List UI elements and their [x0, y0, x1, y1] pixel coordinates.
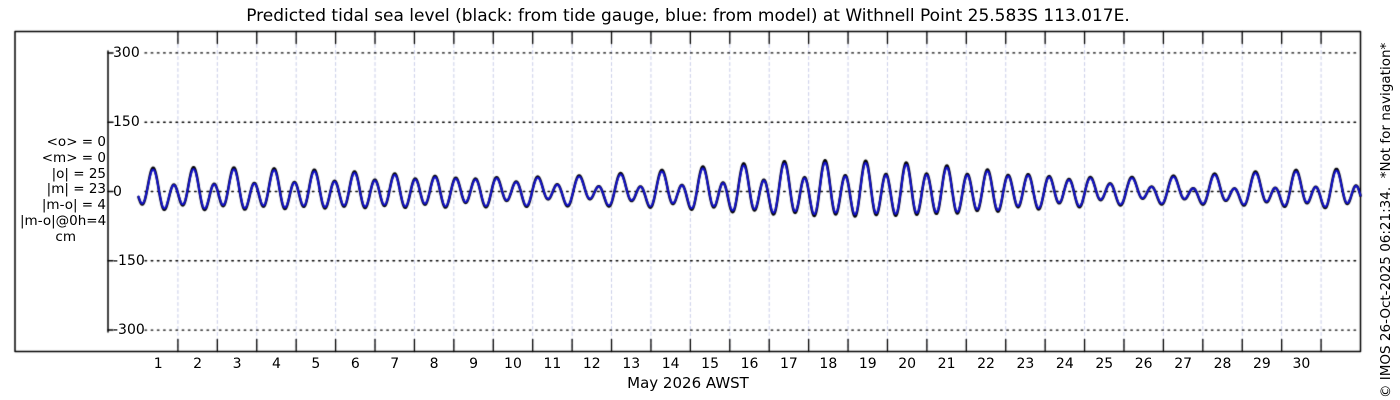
y-tick-label: 150: [113, 114, 140, 131]
x-tick-label: 2: [193, 356, 203, 372]
x-tick-label: 12: [582, 356, 601, 372]
x-tick-label: 25: [1095, 356, 1114, 372]
x-tick-label: 14: [661, 356, 680, 372]
x-tick-label: 21: [937, 356, 956, 372]
y-tick-label: -300: [113, 322, 145, 339]
x-tick-label: 29: [1253, 356, 1271, 372]
stat-line: |m-o|@0h=4: [20, 212, 107, 229]
x-tick-label: 3: [232, 356, 242, 372]
x-tick-label: 6: [350, 356, 360, 372]
x-tick-label: 10: [504, 356, 522, 372]
x-tick-label: 27: [1174, 356, 1193, 372]
x-tick-label: 20: [898, 356, 917, 372]
stats-block: <o> = 0 <m> = 0 |o| = 25 |m| = 23 |m-o| = 4 |…: [20, 134, 107, 246]
stats-unit: cm: [55, 228, 76, 245]
x-tick-label: 18: [819, 356, 838, 372]
x-tick-label: 28: [1213, 356, 1232, 372]
x-tick-label: 22: [977, 356, 995, 372]
x-tick-label: 7: [390, 356, 400, 372]
stat-line: |m-o| = 4: [41, 197, 106, 214]
x-tick-label: 17: [779, 356, 798, 372]
plot-frame: [15, 31, 1361, 352]
stat-line: <m> = 0: [41, 149, 106, 166]
x-tick-label: 16: [740, 356, 759, 372]
chart-title: Predicted tidal sea level (black: from t…: [246, 6, 1130, 26]
y-tick-label: -150: [113, 252, 145, 269]
x-tick-label: 4: [271, 356, 281, 372]
x-tick-label: 30: [1292, 356, 1311, 372]
x-tick-label: 5: [311, 356, 321, 372]
x-tick-label: 8: [429, 356, 439, 372]
stat-line: |o| = 25: [51, 165, 106, 182]
x-tick-label: 24: [1055, 356, 1074, 372]
x-tick-label: 1: [153, 356, 163, 372]
y-tick-label: 0: [113, 183, 122, 200]
y-tick-label: 300: [113, 44, 140, 61]
x-axis-title: May 2026 AWST: [627, 374, 749, 392]
x-tick-label: 26: [1134, 356, 1153, 372]
x-tick-label: 23: [1016, 356, 1035, 372]
x-tick-label: 9: [469, 356, 479, 372]
x-tick-label: 13: [622, 356, 641, 372]
x-tick-label: 11: [543, 356, 562, 372]
stat-line: <o> = 0: [46, 134, 106, 150]
copyright-note: © IMOS 26-Oct-2025 06:21:34. *Not for na…: [1378, 42, 1394, 398]
x-tick-label: 15: [701, 356, 719, 372]
stat-line: |m| = 23: [46, 181, 106, 198]
x-tick-label: 19: [858, 356, 877, 372]
